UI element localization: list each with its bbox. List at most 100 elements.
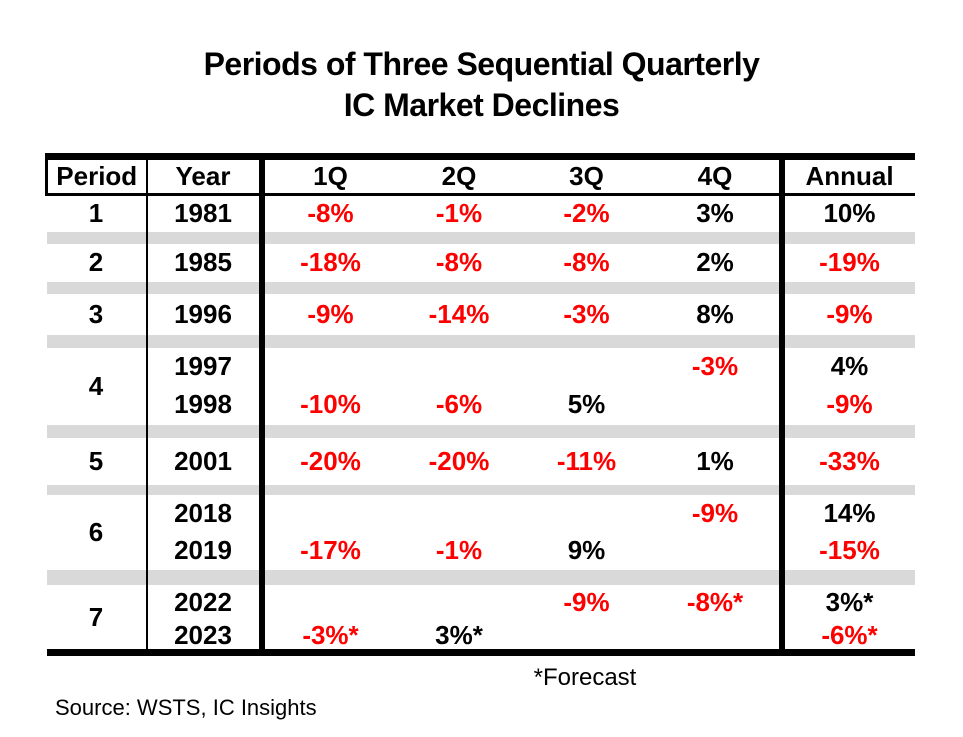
q4-cell <box>652 385 782 425</box>
separator-row <box>46 231 915 244</box>
q1-cell <box>258 584 397 621</box>
year-cell: 2023 <box>145 620 262 653</box>
q1-cell: -18% <box>258 243 397 282</box>
cell-value: 4% <box>830 350 869 381</box>
cell-value: -3%* <box>302 620 359 650</box>
page-title: Periods of Three Sequential Quarterly IC… <box>0 44 963 126</box>
page-title-line1: Periods of Three Sequential Quarterly <box>203 46 760 82</box>
cell-value: -8% <box>307 198 354 229</box>
year-cell: 2001 <box>145 437 262 485</box>
q2-cell <box>397 585 522 621</box>
cell-value: 3%* <box>435 620 483 650</box>
annual-cell: -9% <box>778 384 915 425</box>
year-cell: 1998 <box>145 384 262 425</box>
table-row-2023: 2023 -3%* 3%* -6%* <box>47 620 915 653</box>
header-annual: Annual <box>778 156 915 196</box>
annual-cell: 10% <box>778 194 915 232</box>
q2-cell: -1% <box>397 532 522 570</box>
table-row-1997: 4 1997 -3% 4% <box>47 347 915 400</box>
q1-cell <box>258 347 397 385</box>
header-period: Period <box>45 156 147 196</box>
header-year: Year <box>145 156 262 196</box>
annual-cell: -9% <box>778 293 915 335</box>
declines-table: Period Year 1Q 2Q 3Q 4Q Annual 1 1981 -8… <box>45 153 915 657</box>
year-cell: 2018 <box>145 494 262 532</box>
table-row-2018: 6 2018 -9% 14% <box>47 494 915 546</box>
period-cell: 4 <box>88 370 104 401</box>
year-cell: 1996 <box>145 293 262 335</box>
annual-cell: -15% <box>778 531 915 570</box>
table-row-2022: 7 2022 -9% -8%* 3%* <box>47 584 915 631</box>
header-4q: 4Q <box>651 156 782 196</box>
cell-value: 1% <box>696 445 734 476</box>
cell-value: -14% <box>428 298 490 329</box>
q2-cell: -8% <box>397 244 522 282</box>
cell-value: -17% <box>300 535 361 566</box>
q3-cell <box>522 621 652 653</box>
page-title-line2: IC Market Declines <box>343 87 620 123</box>
cell-value: -20% <box>428 445 490 476</box>
q4-cell: -3% <box>652 348 782 385</box>
cell-value: -8%* <box>686 587 744 618</box>
cell-value: 14% <box>823 497 876 528</box>
year-cell: 1981 <box>145 194 262 232</box>
q3-cell <box>522 348 652 385</box>
q1-cell: -3%* <box>258 620 397 653</box>
cell-value: -9% <box>563 587 610 618</box>
cell-value: -8% <box>435 247 483 278</box>
annual-cell: 3%* <box>778 584 915 621</box>
header-1q: 1Q <box>258 156 397 196</box>
period-cell: 2 <box>88 247 104 278</box>
q3-cell: -3% <box>522 294 652 335</box>
cell-value: -9% <box>691 497 739 528</box>
cell-value: -20% <box>300 445 361 476</box>
period-cell: 7 <box>88 601 104 632</box>
q2-cell: -20% <box>397 438 522 485</box>
cell-value: -18% <box>300 247 361 278</box>
table-row-2001: 5 2001 -20% -20% -11% 1% -33% <box>47 437 915 485</box>
separator-row <box>46 569 915 585</box>
annual-cell: 14% <box>778 494 915 532</box>
q3-cell: 5% <box>522 385 652 425</box>
period-cell: 3 <box>88 298 104 329</box>
q1-cell: -10% <box>258 384 397 425</box>
q4-cell: 1% <box>652 438 782 485</box>
q1-cell: -20% <box>258 437 397 485</box>
q2-cell <box>397 495 522 532</box>
cell-value: -9% <box>307 298 354 329</box>
q2-cell: -14% <box>397 294 522 335</box>
q2-cell <box>397 348 522 385</box>
cell-value: -1% <box>435 198 483 229</box>
q3-cell: -11% <box>522 438 652 485</box>
table-row-1998: 1998 -10% -6% 5% -9% <box>47 384 915 425</box>
annual-cell: -19% <box>778 243 915 282</box>
forecast-footnote: *Forecast <box>533 664 637 691</box>
cell-value: 8% <box>696 298 734 329</box>
q3-cell: -9% <box>522 585 652 621</box>
cell-value: 3%* <box>825 587 874 618</box>
separator-row <box>46 334 915 348</box>
q1-cell: -8% <box>258 194 397 232</box>
period-cell: 1 <box>88 198 104 229</box>
separator-row <box>46 424 915 438</box>
q3-cell: -2% <box>522 195 652 232</box>
annual-cell: 4% <box>778 347 915 385</box>
cell-value: -11% <box>556 445 617 476</box>
cell-value: -3% <box>691 350 739 381</box>
table-row-1985: 2 1985 -18% -8% -8% 2% -19% <box>47 243 915 282</box>
table-row-2019: 2019 -17% -1% 9% -15% <box>47 531 915 570</box>
cell-value: -9% <box>826 298 873 329</box>
q4-cell <box>652 621 782 653</box>
q2-cell: -1% <box>397 195 522 232</box>
cell-value: -9% <box>826 389 873 420</box>
q3-cell: -8% <box>522 244 652 282</box>
cell-value: 5% <box>567 389 606 420</box>
cell-value: 10% <box>823 198 876 229</box>
period-cell: 6 <box>88 516 104 547</box>
period-cell: 5 <box>88 445 104 476</box>
source-credit: Source: WSTS, IC Insights <box>55 695 317 720</box>
cell-value: -6%* <box>821 620 878 650</box>
q3-cell: 9% <box>522 532 652 570</box>
q4-cell: -9% <box>652 495 782 532</box>
year-cell: 1985 <box>145 243 262 282</box>
